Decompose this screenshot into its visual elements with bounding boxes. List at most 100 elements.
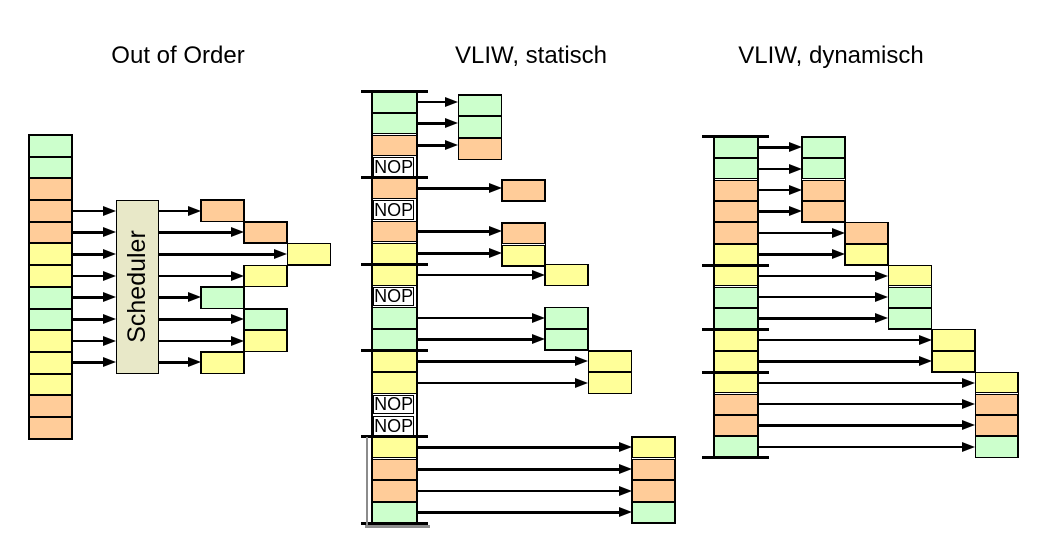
issue-arrow-head xyxy=(918,356,932,367)
issue-slot-outline xyxy=(200,286,245,310)
issue-arrow-shaft xyxy=(416,144,450,147)
issue-slot-cell xyxy=(545,264,589,286)
issue-arrow-shaft xyxy=(159,252,279,256)
issue-arrow-head xyxy=(532,334,545,345)
issue-arrow-shaft xyxy=(757,360,923,363)
issue-slot-cell xyxy=(287,243,331,266)
issue-arrow-shaft xyxy=(159,209,192,213)
issue-slot-outline xyxy=(501,179,546,202)
issue-arrow-head xyxy=(962,398,976,409)
bundle-separator-line xyxy=(360,348,429,353)
issue-arrow-head xyxy=(788,206,802,217)
issue-arrow-shaft xyxy=(72,231,107,234)
issue-arrow-shaft xyxy=(757,188,793,192)
issue-slot-cell xyxy=(975,393,1019,415)
issue-slot-cell xyxy=(801,136,846,159)
bundle-separator-line xyxy=(702,135,769,139)
issue-slot-cell xyxy=(631,458,676,481)
issue-slot-cell xyxy=(931,350,976,373)
issue-arrow-head xyxy=(788,142,802,153)
nop-box: NOP xyxy=(373,200,415,221)
issue-slot-cell xyxy=(588,372,632,394)
issue-arrow-head xyxy=(102,248,116,259)
issue-slot-cell xyxy=(888,265,932,287)
issue-slot-cell xyxy=(200,351,245,374)
issue-arrow-shaft xyxy=(72,296,107,299)
issue-slot-cell xyxy=(244,221,288,244)
issue-arrow-head xyxy=(231,270,245,281)
instruction-column-outline xyxy=(28,134,74,440)
issue-slot-cell xyxy=(631,501,676,524)
issue-slot-cell xyxy=(501,244,546,267)
issue-arrow-shaft xyxy=(416,446,623,449)
nop-box: NOP xyxy=(373,394,415,415)
bundle-separator-line xyxy=(702,370,769,374)
issue-arrow-head xyxy=(832,227,846,238)
issue-arrow-head xyxy=(231,314,245,325)
issue-slot-cell xyxy=(501,222,546,245)
issue-arrow-shaft xyxy=(159,318,236,321)
nop-box: NOP xyxy=(373,286,415,307)
issue-arrow-shaft xyxy=(416,252,493,255)
issue-slot-outline xyxy=(243,307,289,331)
issue-arrow-head xyxy=(445,118,459,129)
nop-cell: NOP xyxy=(372,199,417,221)
issue-arrow-head xyxy=(102,314,116,325)
nop-label: NOP xyxy=(374,286,414,307)
issue-slot-cell xyxy=(888,286,932,308)
issue-arrow-head xyxy=(788,163,802,174)
issue-slot-outline xyxy=(457,94,503,161)
issue-slot-cell xyxy=(931,329,976,351)
issue-slot-cell xyxy=(801,179,846,201)
issue-slot-cell xyxy=(888,307,932,330)
issue-arrow-head xyxy=(962,377,976,388)
bundle-separator-line xyxy=(360,521,429,525)
issue-arrow-shaft xyxy=(757,274,880,278)
issue-arrow-shaft xyxy=(416,489,623,493)
issue-arrow-head xyxy=(618,485,632,496)
bundle-separator-line xyxy=(360,89,429,93)
issue-arrow-shaft xyxy=(757,253,837,256)
issue-arrow-head xyxy=(187,357,201,368)
issue-slot-cell xyxy=(501,179,546,202)
issue-arrow-head xyxy=(875,270,889,281)
nop-label: NOP xyxy=(374,156,414,177)
issue-arrow-shaft xyxy=(72,361,107,365)
issue-arrow-shaft xyxy=(159,231,236,234)
issue-slot-cell xyxy=(545,328,589,351)
issue-arrow-shaft xyxy=(757,317,880,320)
issue-slot-outline xyxy=(887,264,933,330)
issue-arrow-shaft xyxy=(72,318,107,321)
issue-slot-outline xyxy=(544,306,589,352)
issue-arrow-head xyxy=(102,205,116,216)
issue-arrow-shaft xyxy=(416,100,450,104)
issue-arrow-shaft xyxy=(757,445,967,449)
issue-slot-cell xyxy=(975,436,1019,458)
issue-arrow-shaft xyxy=(72,252,107,256)
bundle-separator-line xyxy=(702,327,769,331)
issue-arrow-head xyxy=(575,356,589,366)
issue-arrow-head xyxy=(618,442,632,453)
issue-slot-cell xyxy=(458,138,502,160)
issue-arrow-head xyxy=(445,96,459,107)
instruction-column-outline xyxy=(371,90,418,525)
issue-arrow-head xyxy=(488,226,502,237)
issue-arrow-shaft xyxy=(416,273,536,277)
panel-title-vliw-static: VLIW, statisch xyxy=(454,42,608,69)
issue-arrow-head xyxy=(488,248,502,258)
issue-slot-cell xyxy=(588,350,632,373)
issue-arrow-shaft xyxy=(416,468,623,471)
issue-arrow-shaft xyxy=(159,339,236,343)
issue-arrow-shaft xyxy=(416,187,493,190)
issue-arrow-shaft xyxy=(757,338,923,342)
issue-slot-cell xyxy=(975,372,1019,394)
issue-slot-cell xyxy=(801,200,846,223)
issue-arrow-head xyxy=(532,269,545,280)
issue-arrow-shaft xyxy=(159,274,236,278)
issue-arrow-shaft xyxy=(159,361,192,365)
issue-arrow-head xyxy=(102,227,116,238)
issue-slot-outline xyxy=(931,328,976,373)
nop-label: NOP xyxy=(374,200,414,221)
issue-arrow-head xyxy=(445,140,459,150)
